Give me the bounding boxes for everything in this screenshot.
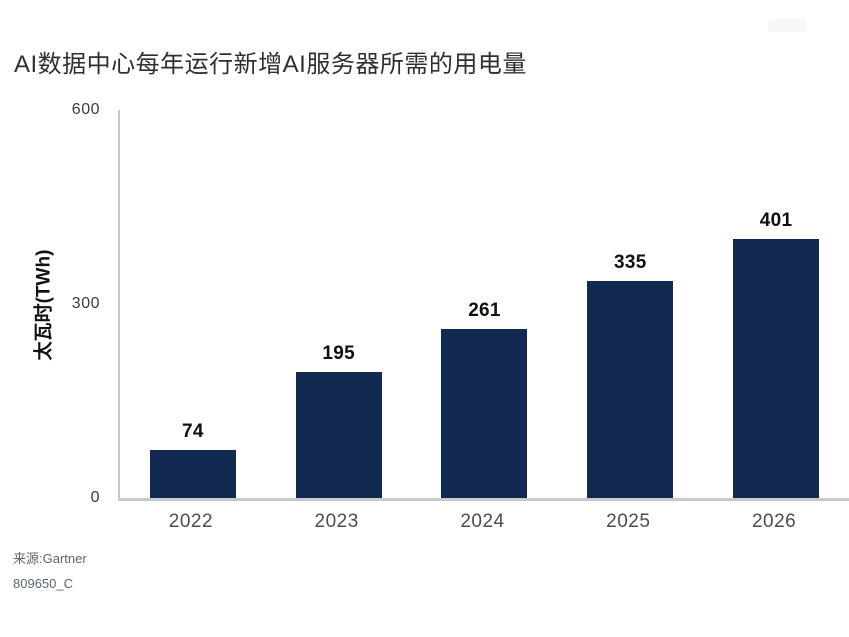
bar-value-label: 335: [613, 252, 647, 274]
bar-value-label: 74: [182, 421, 204, 443]
chart-title: AI数据中心每年运行新增AI服务器所需的用电量: [14, 51, 527, 78]
x-axis-labels: 2022 2023 2024 2025 2026: [118, 511, 847, 533]
bar-2025: [587, 281, 674, 498]
plot-area: 74 195 261 335 401: [118, 110, 849, 501]
y-axis-ticks: 0 300 600: [0, 101, 100, 506]
source-line: 来源:Gartner: [13, 551, 87, 566]
bar-2024: [441, 329, 528, 498]
bar-slot: 195: [266, 110, 412, 498]
x-category-label: 2026: [751, 511, 797, 532]
x-category-label: 2024: [460, 511, 505, 532]
x-category-label: 2023: [314, 511, 359, 532]
bar-2023: [295, 371, 382, 498]
bar-slot: 261: [412, 110, 558, 498]
source-note: 来源:Gartner 809650_C: [13, 546, 87, 596]
bar-value-label: 195: [322, 342, 355, 364]
document-code: 809650_C: [13, 576, 73, 591]
x-category-label: 2022: [168, 511, 214, 532]
bars-container: 74 195 261 335 401: [120, 110, 849, 498]
bar-slot: 74: [120, 110, 266, 498]
bar-2022: [149, 450, 236, 498]
y-tick-label: 300: [71, 295, 100, 312]
x-category-label: 2025: [606, 511, 651, 532]
bar-slot: 335: [557, 110, 703, 498]
bar-slot: 401: [703, 110, 849, 498]
y-tick-label: 600: [71, 101, 100, 118]
bar-value-label: 401: [759, 209, 793, 231]
bar-2026: [733, 238, 820, 498]
y-tick-label: 0: [90, 489, 100, 506]
faint-watermark: [768, 19, 806, 32]
bar-value-label: 261: [468, 300, 501, 322]
